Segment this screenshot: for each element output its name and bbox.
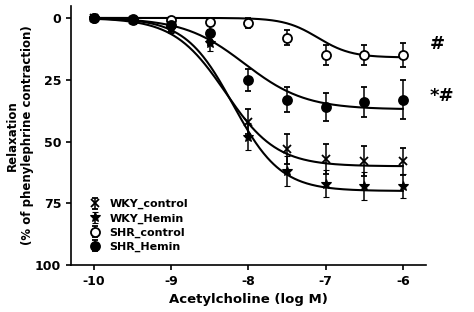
X-axis label: Acetylcholine (log M): Acetylcholine (log M) [169,294,328,306]
Y-axis label: Relaxation
(% of phenylephrine contraction): Relaxation (% of phenylephrine contracti… [6,26,34,245]
Text: *#: *# [429,87,454,105]
Legend: WKY_control, WKY_Hemin, SHR_control, SHR_Hemin: WKY_control, WKY_Hemin, SHR_control, SHR… [87,199,188,252]
Text: #: # [429,36,445,53]
